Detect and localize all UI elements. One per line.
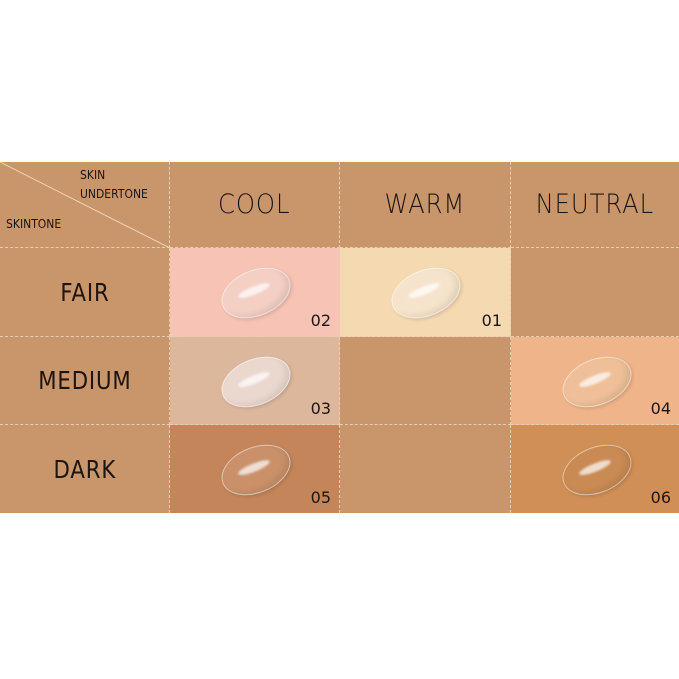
row-header-fair: FAIR (0, 248, 170, 337)
shade-chart-table: SKIN UNDERTONE SKINTONE COOL WARM NEUTRAL… (0, 162, 679, 513)
shade-cell-01[interactable]: 01 (340, 248, 511, 337)
shade-cell-02[interactable]: 02 (170, 248, 340, 337)
corner-header: SKIN UNDERTONE SKINTONE (0, 162, 170, 248)
diagonal-divider (0, 162, 170, 248)
swatch-image (214, 258, 298, 328)
skintone-label: SKINTONE (6, 217, 62, 231)
shade-cell-06[interactable]: 06 (511, 425, 679, 513)
row-header-dark: DARK (0, 425, 170, 513)
shade-cell-04[interactable]: 04 (511, 337, 679, 425)
empty-cell (340, 425, 511, 513)
shade-cell-03[interactable]: 03 (170, 337, 340, 425)
empty-cell (340, 337, 511, 425)
swatch-image (214, 347, 298, 417)
swatch-image (555, 435, 639, 505)
column-header-neutral: NEUTRAL (511, 162, 679, 248)
swatch-image (384, 258, 468, 328)
column-header-warm: WARM (340, 162, 511, 248)
shade-cell-05[interactable]: 05 (170, 425, 340, 513)
skin-undertone-label: SKIN UNDERTONE (80, 168, 148, 201)
row-header-medium: MEDIUM (0, 337, 170, 425)
empty-cell (511, 248, 679, 337)
swatch-image (214, 435, 298, 505)
column-header-cool: COOL (170, 162, 340, 248)
swatch-image (555, 347, 639, 417)
